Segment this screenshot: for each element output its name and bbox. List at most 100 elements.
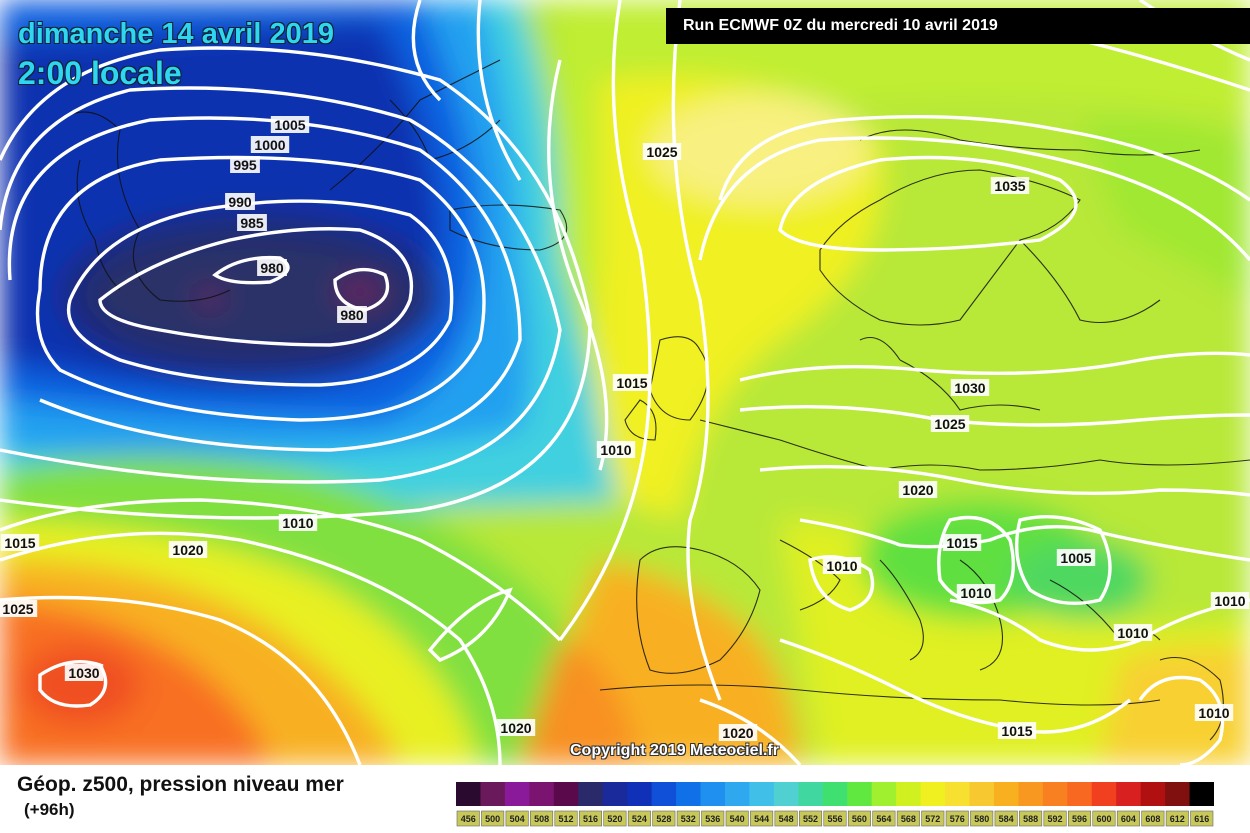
isobar-label-bg xyxy=(642,143,682,160)
scale-swatch xyxy=(1018,782,1044,806)
scale-tick-box xyxy=(1067,810,1092,827)
isobar-label-bg xyxy=(257,259,287,276)
scale-tick-box xyxy=(847,810,871,827)
scale-tick-label: 556 xyxy=(827,814,842,824)
scale-tick-box xyxy=(530,810,554,827)
scale-tick-label: 560 xyxy=(852,814,867,824)
scale-tick-box xyxy=(725,810,749,827)
scale-swatch xyxy=(676,782,702,806)
isobar-label: 1000 xyxy=(254,137,285,153)
forecast-time: 2:00 locale xyxy=(18,55,182,91)
scale-swatch xyxy=(871,782,897,806)
isobar-label-bg xyxy=(898,481,938,498)
scale-tick-label: 504 xyxy=(510,814,525,824)
scale-tick-box xyxy=(1190,810,1214,827)
scale-swatch xyxy=(1067,782,1093,806)
scale-tick-box xyxy=(1165,810,1189,827)
scale-tick-box xyxy=(921,810,945,827)
isobar-label: 1010 xyxy=(960,585,991,601)
isobar-label-bg xyxy=(250,136,290,153)
isobar-label: 1010 xyxy=(600,442,631,458)
isobar-label-bg xyxy=(956,584,996,601)
scale-tick-box xyxy=(872,810,896,827)
legend-title: Géop. z500, pression niveau mer xyxy=(17,773,344,796)
isobar-label: 1015 xyxy=(946,535,977,551)
scale-tick-label: 584 xyxy=(999,814,1014,824)
isobar-label: 1020 xyxy=(722,725,753,741)
isobar-label-bg xyxy=(990,177,1030,194)
scale-tick-box xyxy=(970,810,994,827)
scale-tick-label: 616 xyxy=(1194,814,1209,824)
isobar-label-bg xyxy=(1210,592,1250,609)
scale-swatch xyxy=(822,782,848,806)
scale-swatch xyxy=(993,782,1019,806)
isobar-label-bg xyxy=(596,441,636,458)
scale-tick-label: 500 xyxy=(485,814,500,824)
isobar-label: 1015 xyxy=(4,535,35,551)
isobar-label: 1030 xyxy=(954,380,985,396)
scale-tick-label: 600 xyxy=(1096,814,1111,824)
isobar-label: 1020 xyxy=(902,482,933,498)
scale-tick-label: 532 xyxy=(681,814,696,824)
scale-tick-box xyxy=(945,810,969,827)
isobar-label-bg xyxy=(237,214,267,231)
scale-tick-box xyxy=(774,810,798,827)
isobar-label-bg xyxy=(270,116,310,133)
scale-swatch xyxy=(773,782,799,806)
isobar-label-bg xyxy=(822,557,862,574)
scale-swatch xyxy=(700,782,726,806)
scale-tick-box xyxy=(481,810,505,827)
scale-tick-label: 548 xyxy=(779,814,794,824)
isobar-label: 1015 xyxy=(616,375,647,391)
isobar-label-bg xyxy=(930,415,970,432)
color-scale: 456 500 504 508 512 516 520 524 528 532 536 540 544 5… xyxy=(456,782,1214,827)
isobar-label: 1025 xyxy=(646,144,677,160)
scale-tick-box xyxy=(456,810,480,827)
scale-tick-box xyxy=(823,810,847,827)
scale-tick-box xyxy=(1141,810,1165,827)
forecast-date: dimanche 14 avril 2019 xyxy=(18,18,334,50)
scale-tick-label: 456 xyxy=(461,814,476,824)
isobar-label-bg xyxy=(337,306,367,323)
scale-tick-box xyxy=(676,810,700,827)
isobar-label: 985 xyxy=(240,215,264,231)
isobar-label-bg xyxy=(1056,549,1096,566)
scale-swatch xyxy=(896,782,922,806)
isobar-label-bg xyxy=(168,541,208,558)
scale-tick-label: 576 xyxy=(950,814,965,824)
scale-tick-label: 568 xyxy=(901,814,916,824)
isobar-label-bg xyxy=(230,156,260,173)
isobar-label: 995 xyxy=(233,157,257,173)
scale-tick-label: 520 xyxy=(607,814,622,824)
scale-tick-box xyxy=(1019,810,1043,827)
isobar-label-bg xyxy=(1113,624,1153,641)
isobar-label: 1010 xyxy=(1198,705,1229,721)
scale-tick-box xyxy=(505,810,529,827)
scale-tick-label: 544 xyxy=(754,814,769,824)
scale-swatch xyxy=(724,782,750,806)
scale-swatch xyxy=(480,782,506,806)
scale-tick-label: 596 xyxy=(1072,814,1087,824)
legend-subtitle: (+96h) xyxy=(24,800,75,819)
scale-tick-box xyxy=(627,810,651,827)
scale-swatch xyxy=(504,782,530,806)
scale-tick-box xyxy=(701,810,725,827)
isobar-label-bg xyxy=(718,724,758,741)
scale-tick-box xyxy=(799,810,823,827)
scale-swatch xyxy=(627,782,653,806)
isobar-label-bg xyxy=(1194,704,1234,721)
scale-tick-box xyxy=(896,810,920,827)
scale-tick-label: 572 xyxy=(925,814,940,824)
scale-tick-label: 608 xyxy=(1145,814,1160,824)
scale-tick-label: 552 xyxy=(803,814,818,824)
isobar-label-bg xyxy=(997,722,1037,739)
isobar-label: 1020 xyxy=(172,542,203,558)
isobar-label-bg xyxy=(225,193,255,210)
scale-swatch xyxy=(1091,782,1117,806)
scale-tick-box xyxy=(1043,810,1067,827)
isobar-label: 1010 xyxy=(1117,625,1148,641)
scale-tick-box xyxy=(578,810,603,827)
scale-tick-label: 524 xyxy=(632,814,647,824)
scale-tick-label: 536 xyxy=(705,814,720,824)
isobar-label: 1035 xyxy=(994,178,1025,194)
